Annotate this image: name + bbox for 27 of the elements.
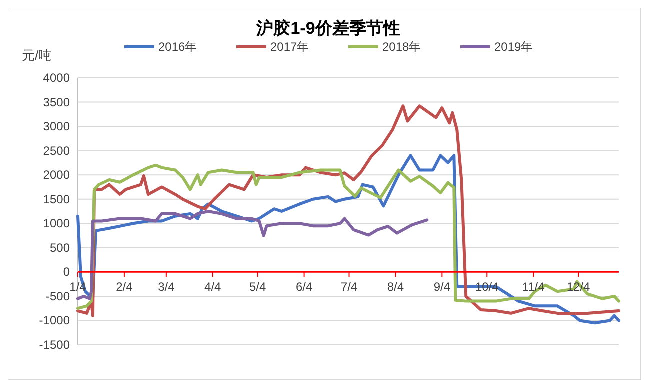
x-tick-label: 2/4 bbox=[116, 280, 134, 294]
x-tick-label: 7/4 bbox=[340, 280, 358, 294]
y-tick-label: 3500 bbox=[43, 95, 70, 110]
legend-label: 2018年 bbox=[382, 40, 422, 54]
y-tick-label: 500 bbox=[50, 240, 70, 255]
y-tick-label: 0 bbox=[63, 265, 70, 280]
legend-label: 2019年 bbox=[494, 40, 534, 54]
x-tick-label: 8/4 bbox=[387, 280, 404, 294]
y-tick-label: -1500 bbox=[39, 338, 70, 352]
x-tick-label: 3/4 bbox=[158, 280, 176, 294]
x-tick-label: 10/4 bbox=[475, 280, 500, 294]
y-tick-label: 2500 bbox=[43, 144, 70, 158]
x-tick-label: 5/4 bbox=[249, 280, 266, 294]
y-tick-label: -1000 bbox=[39, 314, 70, 328]
y-tick-label: 1000 bbox=[43, 216, 70, 231]
x-tick-label: 6/4 bbox=[296, 280, 313, 294]
y-axis-title: 元/吨 bbox=[22, 48, 52, 63]
y-tick-label: 3000 bbox=[43, 120, 70, 134]
x-tick-label: 9/4 bbox=[434, 280, 451, 294]
y-tick-label: 4000 bbox=[43, 71, 70, 85]
y-tick-label: 2000 bbox=[43, 168, 70, 182]
legend-label: 2016年 bbox=[158, 40, 198, 54]
legend-label: 2017年 bbox=[270, 40, 310, 54]
chart-title: 沪胶1-9价差季节性 bbox=[256, 19, 400, 38]
y-tick-label: 1500 bbox=[43, 192, 70, 206]
y-tick-label: -500 bbox=[46, 289, 70, 304]
x-tick-label: 4/4 bbox=[204, 280, 222, 294]
